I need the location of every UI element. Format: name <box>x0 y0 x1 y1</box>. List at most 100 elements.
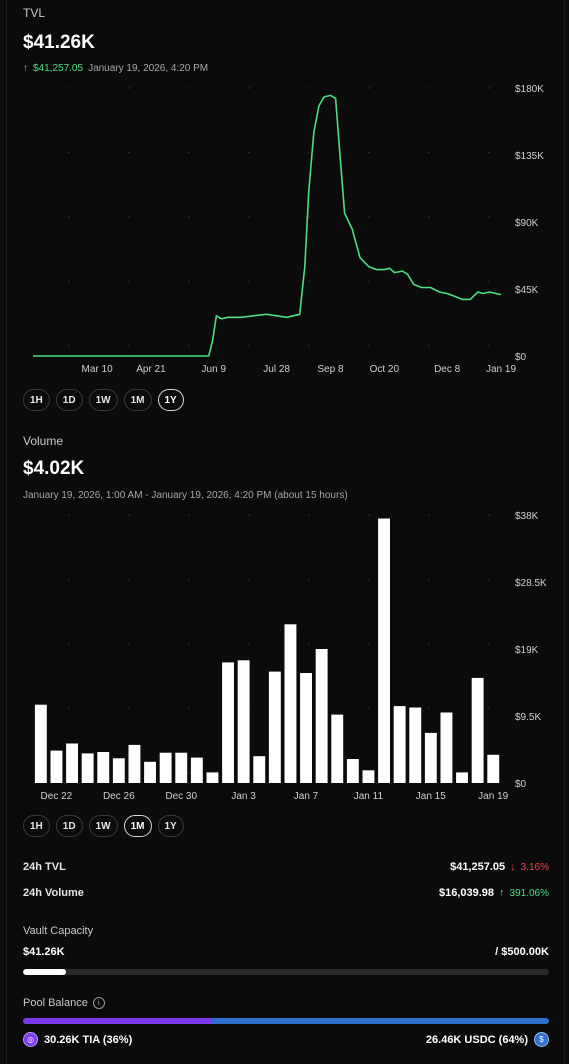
stat-row-tvl: 24h TVL $41,257.05 ↓ 3.16% <box>23 861 549 873</box>
pool-title-row: Pool Balance i <box>23 997 105 1009</box>
volume-bar <box>144 761 156 783</box>
info-icon[interactable]: i <box>92 997 105 1009</box>
grid-dot <box>368 87 370 89</box>
volume-bar <box>253 756 266 783</box>
tvl-range-selector: 1H 1D 1W 1M 1Y <box>23 389 184 411</box>
grid-dot <box>188 643 190 645</box>
volume-bar <box>222 662 234 783</box>
grid-dot <box>188 514 190 516</box>
tvl-x-axis: Mar 10 Apr 21 Jun 9 Jul 28 Sep 8 Oct 20 Dec 8 J… <box>82 364 517 375</box>
volume-bar <box>362 770 375 783</box>
volume-tab-1y[interactable]: 1Y <box>157 815 184 837</box>
grid-dot <box>128 514 130 516</box>
volume-bar <box>268 671 281 783</box>
volume-bar <box>487 754 500 783</box>
volume-bar <box>315 649 328 783</box>
stat-tvl-change: 3.16% <box>520 861 549 873</box>
tvl-title: TVL <box>23 6 46 20</box>
grid-dot <box>428 345 430 347</box>
stat-volume-value: $16,039.98 <box>438 887 495 899</box>
grid-dot <box>248 151 250 154</box>
volume-tab-1h[interactable]: 1H <box>23 815 50 837</box>
tvl-series-line <box>33 94 502 357</box>
capacity-progress-fill <box>23 969 67 975</box>
volume-chart[interactable]: $38K $28.5K $19K $9.5K $0 Dec 22 Dec 26 Dec 30… <box>7 505 564 805</box>
grid-dot <box>188 578 190 581</box>
x-tick-label: Dec 22 <box>41 791 73 802</box>
grid-dot <box>428 578 430 581</box>
grid-dot <box>488 578 490 581</box>
tvl-change-row: ↑ $41,257.05 January 19, 2026, 4:20 PM <box>23 63 208 74</box>
grid-dot <box>128 280 130 283</box>
capacity-values: $41.26K / $500.00K <box>23 946 549 958</box>
volume-bar <box>471 677 484 783</box>
volume-bars <box>34 518 500 783</box>
volume-tab-1m[interactable]: 1M <box>123 815 152 837</box>
grid-dot <box>68 707 70 710</box>
grid-dot <box>68 643 70 645</box>
grid-dot <box>128 643 130 645</box>
grid-dot <box>308 216 310 218</box>
pool-title: Pool Balance <box>23 997 88 1009</box>
grid-dot <box>488 514 490 516</box>
volume-bar <box>409 707 422 783</box>
volume-bar <box>159 752 172 783</box>
tvl-tab-1h[interactable]: 1H <box>23 389 50 411</box>
volume-bar <box>112 758 125 783</box>
volume-bar <box>393 706 406 783</box>
grid-dot <box>428 216 430 218</box>
grid-dot <box>68 514 70 516</box>
stat-row-volume: 24h Volume $16,039.98 ↑ 391.06% <box>23 887 549 899</box>
grid-dot <box>188 87 190 89</box>
usdc-token-icon: $ <box>534 1032 549 1047</box>
tia-token-icon: ◎ <box>23 1032 38 1047</box>
grid-dot <box>128 578 130 581</box>
grid-dot <box>128 151 130 154</box>
tvl-tab-1m[interactable]: 1M <box>123 389 152 411</box>
x-tick-label: Dec 8 <box>434 364 461 375</box>
grid-dot <box>128 87 130 89</box>
grid-dot <box>128 216 130 218</box>
y-tick-label: $38K <box>515 511 539 522</box>
stat-volume-label: 24h Volume <box>23 887 84 899</box>
tvl-tab-1y[interactable]: 1Y <box>157 389 184 411</box>
volume-bar <box>50 750 63 783</box>
volume-bar <box>206 772 219 783</box>
grid-dot <box>308 345 310 347</box>
x-tick-label: Mar 10 <box>82 364 114 375</box>
grid-dot <box>68 578 70 581</box>
grid-dot <box>428 87 430 89</box>
volume-x-axis: Dec 22 Dec 26 Dec 30 Jan 3 Jan 7 Jan 11 Jan 15… <box>41 791 509 802</box>
tvl-tab-1d[interactable]: 1D <box>55 389 83 411</box>
grid-dot <box>488 151 490 154</box>
volume-bar <box>66 743 78 783</box>
volume-bar <box>81 753 94 783</box>
tvl-chart[interactable]: $180K $135K $90K $45K $0 Mar 10 Apr 21 Jun 9 Ju… <box>7 78 564 378</box>
pool-balance-labels: ◎ 30.26K TIA (36%) 26.46K USDC (64%) $ <box>23 1032 549 1047</box>
volume-tab-1w[interactable]: 1W <box>88 815 118 837</box>
grid-dot <box>428 151 430 154</box>
tvl-change: $41,257.05 <box>33 63 84 74</box>
volume-period: January 19, 2026, 1:00 AM - January 19, … <box>23 490 348 501</box>
x-tick-label: Jun 9 <box>202 364 227 375</box>
volume-bar <box>34 704 47 783</box>
y-tick-label: $135K <box>515 151 544 162</box>
volume-value: $4.02K <box>23 458 85 479</box>
grid-dot <box>188 151 190 154</box>
volume-bar <box>97 752 110 783</box>
x-tick-label: Jul 28 <box>263 364 290 375</box>
capacity-max: / $500.00K <box>495 946 549 958</box>
grid-dot <box>68 87 70 89</box>
capacity-title: Vault Capacity <box>23 925 94 937</box>
grid-dot <box>368 216 370 218</box>
tvl-tab-1w[interactable]: 1W <box>88 389 118 411</box>
volume-tab-1d[interactable]: 1D <box>55 815 83 837</box>
y-tick-label: $180K <box>515 84 544 95</box>
grid-dot <box>428 280 430 283</box>
grid-dot <box>188 772 190 774</box>
x-tick-label: Jan 11 <box>354 791 384 802</box>
x-tick-label: Oct 20 <box>370 364 400 375</box>
grid-dot <box>188 345 190 347</box>
volume-bar <box>300 673 312 783</box>
volume-bar <box>378 518 390 783</box>
